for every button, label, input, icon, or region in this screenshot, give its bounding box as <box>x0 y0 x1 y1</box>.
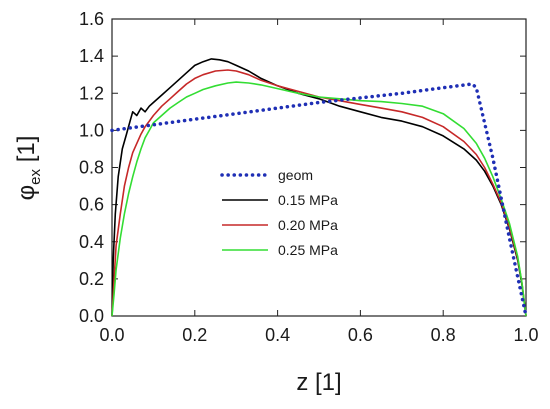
y-tick-label: 1.4 <box>79 46 104 66</box>
x-tick-label: 0.0 <box>99 325 124 345</box>
x-tick-label: 0.6 <box>348 325 373 345</box>
legend: geom 0.15 MPa 0.20 MPa 0.25 MPa <box>220 167 338 258</box>
series-lines <box>110 58 528 318</box>
y-axis-unit: [1] <box>13 136 40 169</box>
y-tick-label: 0.2 <box>79 269 104 289</box>
y-tick-label: 1.6 <box>79 9 104 29</box>
series-line-020-mpa <box>111 69 527 317</box>
series-line-015-mpa <box>111 58 527 317</box>
y-tick-label: 1.0 <box>79 120 104 140</box>
x-axis-title: z [1] <box>296 369 341 396</box>
legend-label: 0.15 MPa <box>278 192 338 208</box>
y-tick-label: 1.2 <box>79 83 104 103</box>
plot-frame <box>111 18 527 317</box>
y-axis-title: φex [1] <box>13 136 44 201</box>
y-tick-label: 0.0 <box>79 306 104 326</box>
y-axis-ticks: 0.0 0.2 0.4 0.6 0.8 1.0 1.2 1.4 1.6 <box>79 9 526 326</box>
x-tick-label: 0.4 <box>265 325 290 345</box>
series-line-geom <box>110 82 528 318</box>
legend-label: geom <box>278 167 313 183</box>
x-tick-label: 1.0 <box>513 325 538 345</box>
y-tick-label: 0.6 <box>79 195 104 215</box>
x-tick-label: 0.8 <box>431 325 456 345</box>
legend-label: 0.20 MPa <box>278 217 338 233</box>
y-tick-label: 0.8 <box>79 158 104 178</box>
y-tick-label: 0.4 <box>79 232 104 252</box>
legend-label: 0.25 MPa <box>278 242 338 258</box>
x-axis-ticks: 0.0 0.2 0.4 0.6 0.8 1.0 <box>99 19 539 345</box>
series-line-025-mpa <box>111 81 527 317</box>
y-axis-symbol: φ <box>13 185 40 201</box>
x-tick-label: 0.2 <box>182 325 207 345</box>
y-axis-subscript: ex <box>27 168 44 184</box>
